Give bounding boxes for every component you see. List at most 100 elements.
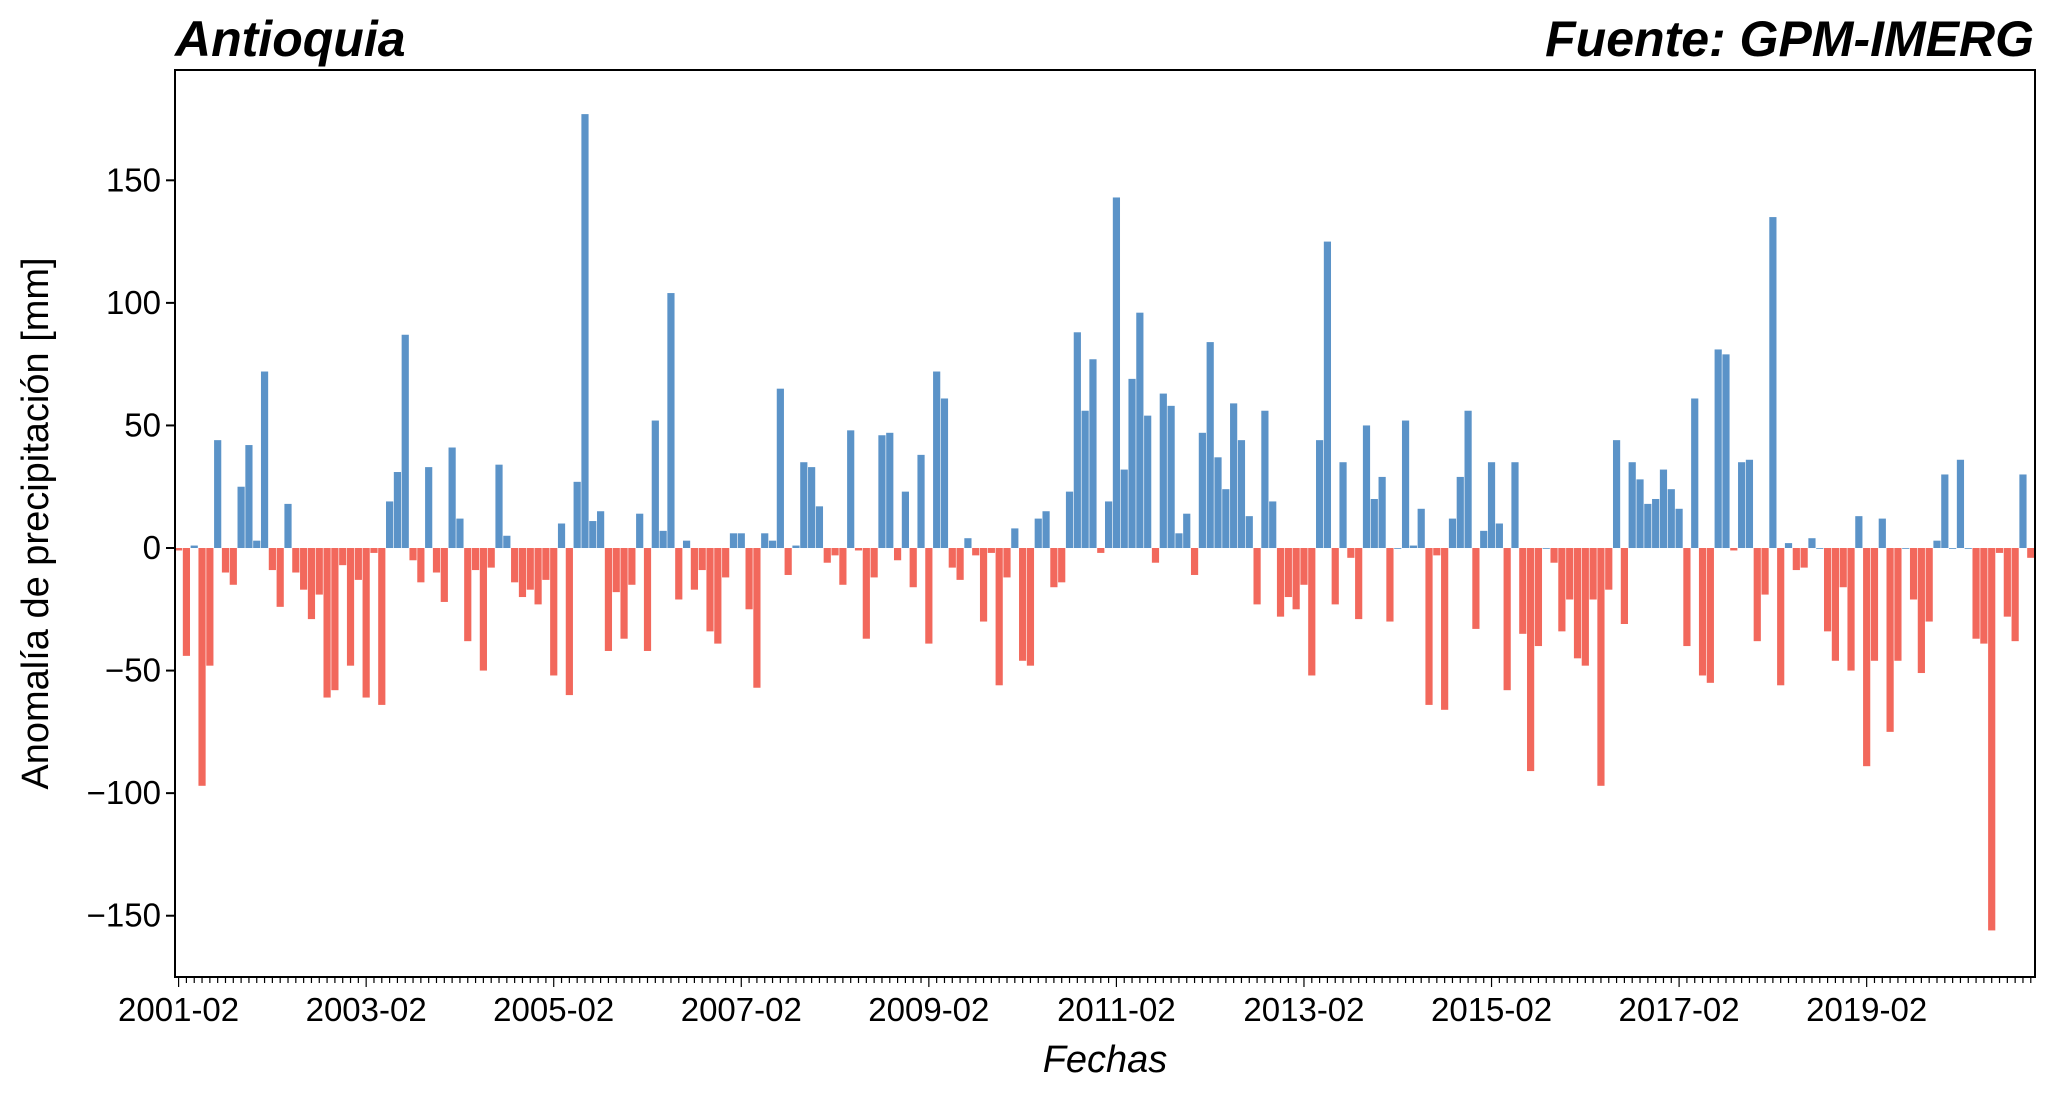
bar xyxy=(432,548,441,573)
bar xyxy=(214,440,222,549)
bar xyxy=(706,548,714,632)
bar xyxy=(1237,440,1246,549)
bar xyxy=(1167,405,1175,549)
bar xyxy=(729,533,738,549)
bar xyxy=(1769,217,1777,549)
chart-title-right: Fuente: GPM-IMERG xyxy=(1545,11,2034,67)
bar xyxy=(1503,548,1511,691)
bar xyxy=(1081,410,1089,549)
bar xyxy=(229,548,237,585)
bar xyxy=(581,114,589,549)
bar xyxy=(362,548,370,698)
bar xyxy=(1128,378,1136,549)
x-tick-label: 2007-02 xyxy=(681,991,802,1028)
bar xyxy=(815,506,824,549)
bar xyxy=(346,548,355,666)
bar xyxy=(667,293,675,549)
bar xyxy=(823,548,831,563)
bar xyxy=(1331,548,1339,605)
bar xyxy=(1706,548,1714,683)
bar xyxy=(847,430,855,549)
x-tick-label: 2013-02 xyxy=(1243,991,1364,1028)
bar xyxy=(1089,359,1097,549)
bar xyxy=(1214,457,1222,549)
x-tick-label: 2005-02 xyxy=(493,991,614,1028)
bar xyxy=(1636,479,1644,549)
bar xyxy=(1370,498,1378,549)
bar xyxy=(933,371,941,549)
bar xyxy=(300,548,308,590)
bar xyxy=(2027,548,2035,558)
bar xyxy=(1042,511,1050,549)
x-tick-label: 2009-02 xyxy=(868,991,989,1028)
bar xyxy=(1792,548,1800,571)
bar xyxy=(464,548,472,642)
bar xyxy=(378,548,386,705)
bar xyxy=(1433,548,1441,556)
bar xyxy=(557,523,566,549)
bar xyxy=(175,548,183,551)
bar xyxy=(737,533,745,549)
bar xyxy=(284,503,292,549)
bar xyxy=(1933,540,1941,549)
bar xyxy=(292,548,300,573)
bar xyxy=(1316,440,1324,549)
bar xyxy=(753,548,761,688)
bar xyxy=(315,548,323,595)
bar xyxy=(1183,513,1191,549)
bar xyxy=(1691,398,1699,549)
bar xyxy=(1847,548,1855,671)
bar xyxy=(1980,548,1988,644)
bar xyxy=(1026,548,1035,666)
bar xyxy=(893,548,902,561)
bar xyxy=(253,540,261,549)
bar xyxy=(190,545,198,549)
bar xyxy=(1855,516,1863,549)
bar xyxy=(354,548,362,580)
bar xyxy=(1019,548,1027,661)
bar xyxy=(1362,425,1371,549)
bar xyxy=(1761,548,1769,595)
y-tick-label: 50 xyxy=(124,406,161,443)
bar xyxy=(862,548,870,639)
bar xyxy=(792,545,800,549)
bar xyxy=(682,540,691,549)
bar xyxy=(964,538,972,549)
bar xyxy=(1738,462,1746,549)
bar xyxy=(448,447,456,549)
bar xyxy=(722,548,730,578)
bar xyxy=(1355,548,1363,620)
bar xyxy=(690,548,698,590)
bar xyxy=(1448,518,1457,549)
bar xyxy=(870,548,878,578)
bar xyxy=(260,371,269,549)
x-tick-label: 2015-02 xyxy=(1431,991,1552,1028)
bar xyxy=(1097,548,1105,553)
bar xyxy=(1878,518,1886,549)
bar xyxy=(479,548,487,671)
y-axis-label: Anomalía de precipitación [mm] xyxy=(15,257,57,789)
bar xyxy=(503,535,511,549)
bar xyxy=(1995,548,2004,553)
bar xyxy=(1105,501,1113,549)
bar xyxy=(1425,548,1433,705)
bar xyxy=(1823,548,1832,632)
bar xyxy=(1777,548,1785,686)
bar xyxy=(636,513,644,549)
y-tick-label: 150 xyxy=(106,161,161,198)
bar xyxy=(1956,459,1965,549)
bar xyxy=(948,548,956,568)
bar xyxy=(245,445,253,549)
bar xyxy=(597,511,605,549)
bar xyxy=(2019,474,2027,549)
bar xyxy=(1245,516,1253,549)
bar xyxy=(1597,548,1605,786)
bars-group xyxy=(175,114,2035,931)
bar xyxy=(1714,349,1722,549)
bar xyxy=(1487,462,1496,549)
bar xyxy=(1941,474,1949,549)
bar xyxy=(1581,548,1589,666)
bar xyxy=(1222,489,1230,549)
bar xyxy=(800,462,808,549)
